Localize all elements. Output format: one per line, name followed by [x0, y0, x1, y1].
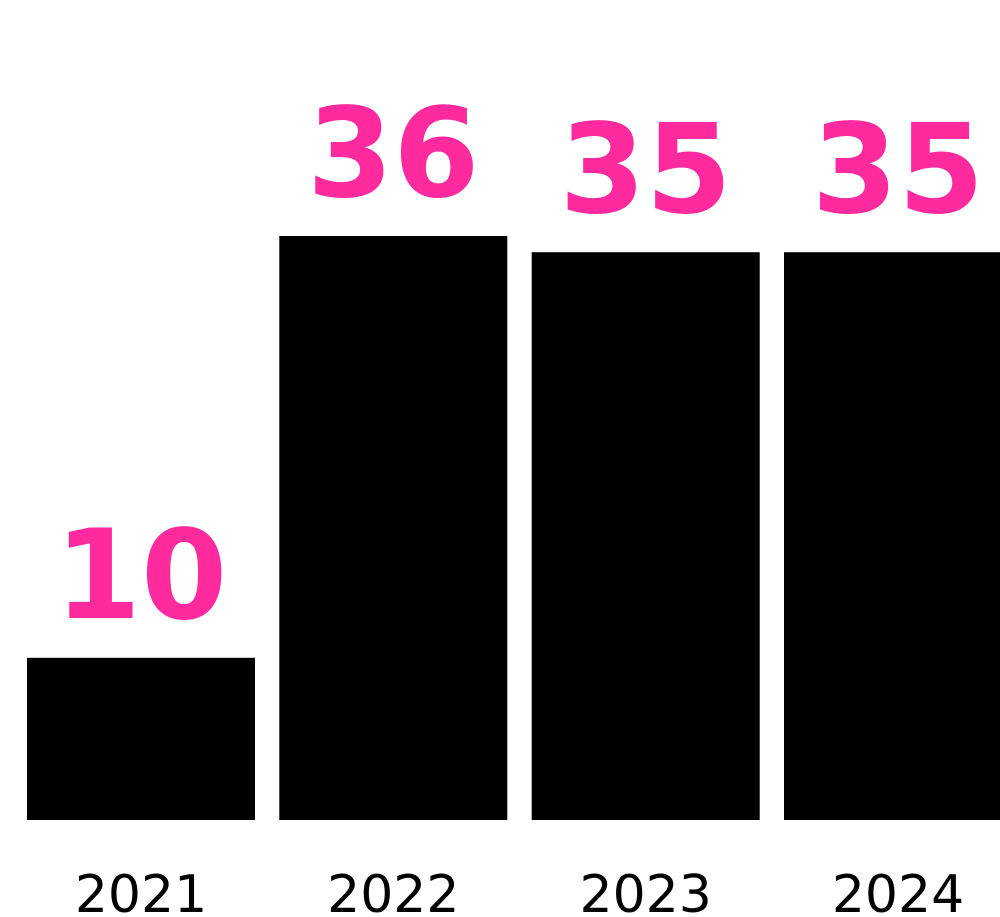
value-label-2024: 35 [812, 98, 985, 242]
x-tick-label-2023: 2023 [580, 865, 712, 917]
x-tick-label-2024: 2024 [832, 865, 964, 917]
bars-layer [27, 236, 1000, 820]
bar-2022 [279, 236, 508, 820]
x-tick-label-2021: 2021 [75, 865, 207, 917]
value-label-2021: 10 [55, 504, 228, 648]
bar-2023 [531, 252, 760, 820]
value-label-2022: 36 [307, 82, 480, 226]
value-label-2023: 35 [559, 98, 732, 242]
value-labels-layer: 10 36 35 35 [55, 82, 985, 648]
tick-labels-layer: 2021 2022 2023 2024 [75, 865, 964, 917]
x-tick-label-2022: 2022 [327, 865, 459, 917]
bar-2024 [784, 252, 1000, 820]
bar-2021 [27, 657, 255, 820]
